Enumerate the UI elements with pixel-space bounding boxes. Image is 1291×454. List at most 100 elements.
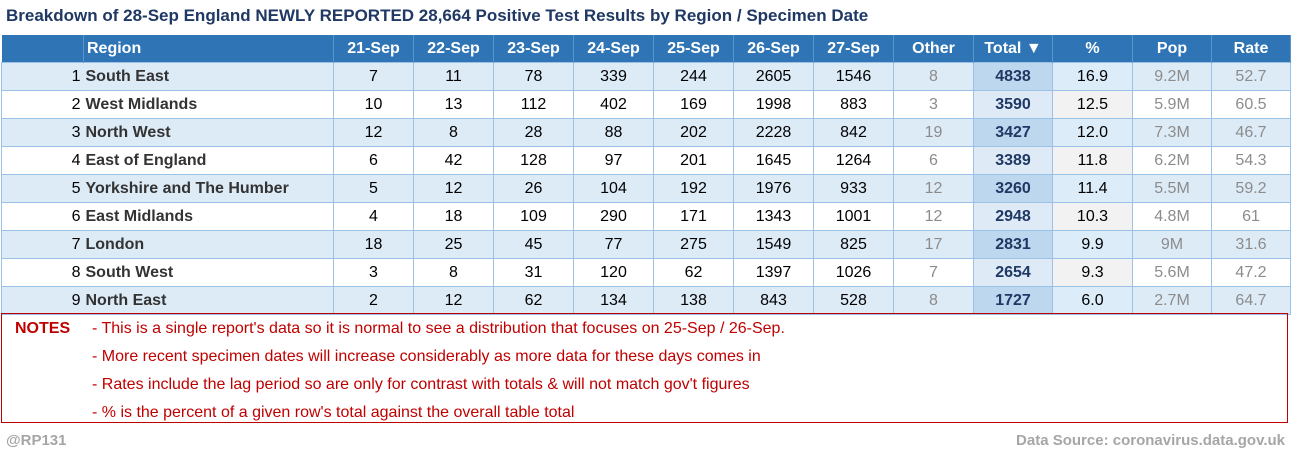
column-header-percent[interactable]: % [1052,35,1133,63]
value-23-sep: 28 [493,118,574,147]
value-27-sep: 1026 [813,258,894,287]
value-percent: 10.3 [1052,202,1133,231]
rank-cell: 6 [1,202,84,231]
value-total: 3260 [973,174,1053,203]
column-header-22-sep[interactable]: 22-Sep [413,35,494,63]
value-27-sep: 1546 [813,62,894,91]
value-21-sep: 5 [333,174,414,203]
value-23-sep: 78 [493,62,574,91]
value-27-sep: 1001 [813,202,894,231]
value-21-sep: 4 [333,202,414,231]
rank-cell: 2 [1,90,84,119]
rank-cell: 8 [1,258,84,287]
note-line: - More recent specimen dates will increa… [92,348,761,365]
table-header-row: Region 21-Sep 22-Sep 23-Sep 24-Sep 25-Se… [1,35,1291,63]
value-rate: 47.2 [1211,258,1291,287]
value-rate: 46.7 [1211,118,1291,147]
value-percent: 12.0 [1052,118,1133,147]
value-25-sep: 171 [653,202,734,231]
rank-cell: 1 [1,62,84,91]
region-cell: South East [83,62,334,91]
value-26-sep: 843 [733,286,814,315]
value-percent: 12.5 [1052,90,1133,119]
column-header-total[interactable]: Total ▼ [973,35,1053,63]
value-27-sep: 1264 [813,146,894,175]
value-26-sep: 1343 [733,202,814,231]
table-row: 5 Yorkshire and The Humber 5 12 26 104 192 1976… [1,174,1291,203]
value-22-sep: 42 [413,146,494,175]
value-rate: 54.3 [1211,146,1291,175]
value-rate: 59.2 [1211,174,1291,203]
value-23-sep: 109 [493,202,574,231]
value-27-sep: 825 [813,230,894,259]
author-handle: @RP131 [6,432,67,449]
value-27-sep: 842 [813,118,894,147]
value-21-sep: 18 [333,230,414,259]
notes-box: NOTES - This is a single report's data s… [1,313,1288,423]
value-rate: 31.6 [1211,230,1291,259]
value-total: 2948 [973,202,1053,231]
value-26-sep: 2605 [733,62,814,91]
value-pop: 7.3M [1132,118,1212,147]
table-row: 7 London 18 25 45 77 275 1549 825 17 2831 9.9 9M 31.6 [1,230,1291,259]
value-23-sep: 112 [493,90,574,119]
value-24-sep: 134 [573,286,654,315]
value-24-sep: 339 [573,62,654,91]
region-cell: Yorkshire and The Humber [83,174,334,203]
region-cell: London [83,230,334,259]
column-header-26-sep[interactable]: 26-Sep [733,35,814,63]
value-total: 2654 [973,258,1053,287]
value-percent: 16.9 [1052,62,1133,91]
value-total: 4838 [973,62,1053,91]
column-header-27-sep[interactable]: 27-Sep [813,35,894,63]
column-header-pop[interactable]: Pop [1132,35,1212,63]
value-rate: 52.7 [1211,62,1291,91]
table-row: 8 South West 3 8 31 120 62 1397 1026 7 2654 9.3 5.6M… [1,258,1291,287]
value-27-sep: 933 [813,174,894,203]
value-22-sep: 11 [413,62,494,91]
page-title: Breakdown of 28-Sep England NEWLY REPORT… [6,6,869,25]
value-pop: 5.6M [1132,258,1212,287]
value-27-sep: 883 [813,90,894,119]
value-21-sep: 10 [333,90,414,119]
value-23-sep: 45 [493,230,574,259]
value-27-sep: 528 [813,286,894,315]
value-22-sep: 13 [413,90,494,119]
column-header-24-sep[interactable]: 24-Sep [573,35,654,63]
value-rate: 61 [1211,202,1291,231]
region-cell: North West [83,118,334,147]
value-pop: 9M [1132,230,1212,259]
value-24-sep: 88 [573,118,654,147]
column-header-rate[interactable]: Rate [1211,35,1291,63]
value-25-sep: 62 [653,258,734,287]
value-25-sep: 244 [653,62,734,91]
rank-cell: 5 [1,174,84,203]
table-row: 6 East Midlands 4 18 109 290 171 1343 1001 12 2948… [1,202,1291,231]
value-24-sep: 104 [573,174,654,203]
value-percent: 9.9 [1052,230,1133,259]
value-total: 2831 [973,230,1053,259]
region-cell: East Midlands [83,202,334,231]
column-header-other[interactable]: Other [893,35,974,63]
value-22-sep: 8 [413,258,494,287]
table-row: 4 East of England 6 42 128 97 201 1645 1264 6 3389… [1,146,1291,175]
value-26-sep: 2228 [733,118,814,147]
value-pop: 6.2M [1132,146,1212,175]
value-percent: 9.3 [1052,258,1133,287]
value-other: 6 [893,146,974,175]
value-total: 3590 [973,90,1053,119]
value-rate: 60.5 [1211,90,1291,119]
column-header-25-sep[interactable]: 25-Sep [653,35,734,63]
region-cell: North East [83,286,334,315]
column-header-region[interactable]: Region [83,35,334,63]
column-header-23-sep[interactable]: 23-Sep [493,35,574,63]
value-22-sep: 8 [413,118,494,147]
table-row: 3 North West 12 8 28 88 202 2228 842 19 3427 12.0 7.… [1,118,1291,147]
value-22-sep: 25 [413,230,494,259]
value-24-sep: 120 [573,258,654,287]
column-header-21-sep[interactable]: 21-Sep [333,35,414,63]
value-21-sep: 2 [333,286,414,315]
value-pop: 2.7M [1132,286,1212,315]
value-24-sep: 290 [573,202,654,231]
rank-cell: 3 [1,118,84,147]
